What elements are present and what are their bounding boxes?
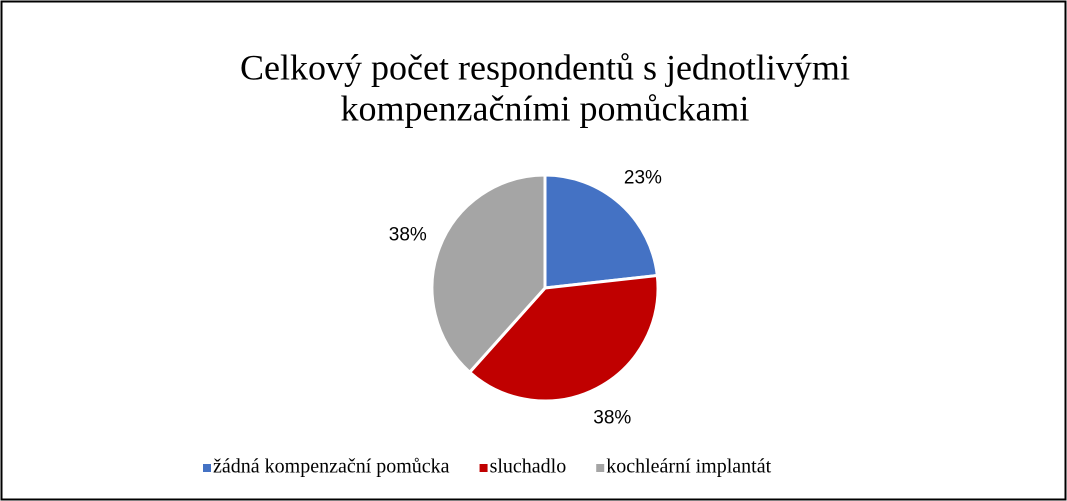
- pie-slice: [467, 273, 660, 403]
- legend-marker: [596, 464, 605, 472]
- pie-slice: [430, 173, 547, 375]
- data-label: 38%: [389, 225, 427, 246]
- legend-label: sluchadlo: [490, 456, 567, 478]
- legend-marker: [203, 464, 211, 472]
- chart-title: Celkový počet respondentů s jednotlivými: [240, 47, 850, 87]
- legend-label: žádná kompenzační pomůcka: [213, 456, 450, 478]
- data-label: 38%: [593, 408, 631, 429]
- legend-marker: [479, 464, 488, 472]
- data-label: 23%: [624, 168, 662, 189]
- legend-label: kochleární implantát: [606, 456, 771, 478]
- pie-slice: [543, 173, 659, 290]
- chart-title: kompenzačními pomůckami: [341, 88, 750, 128]
